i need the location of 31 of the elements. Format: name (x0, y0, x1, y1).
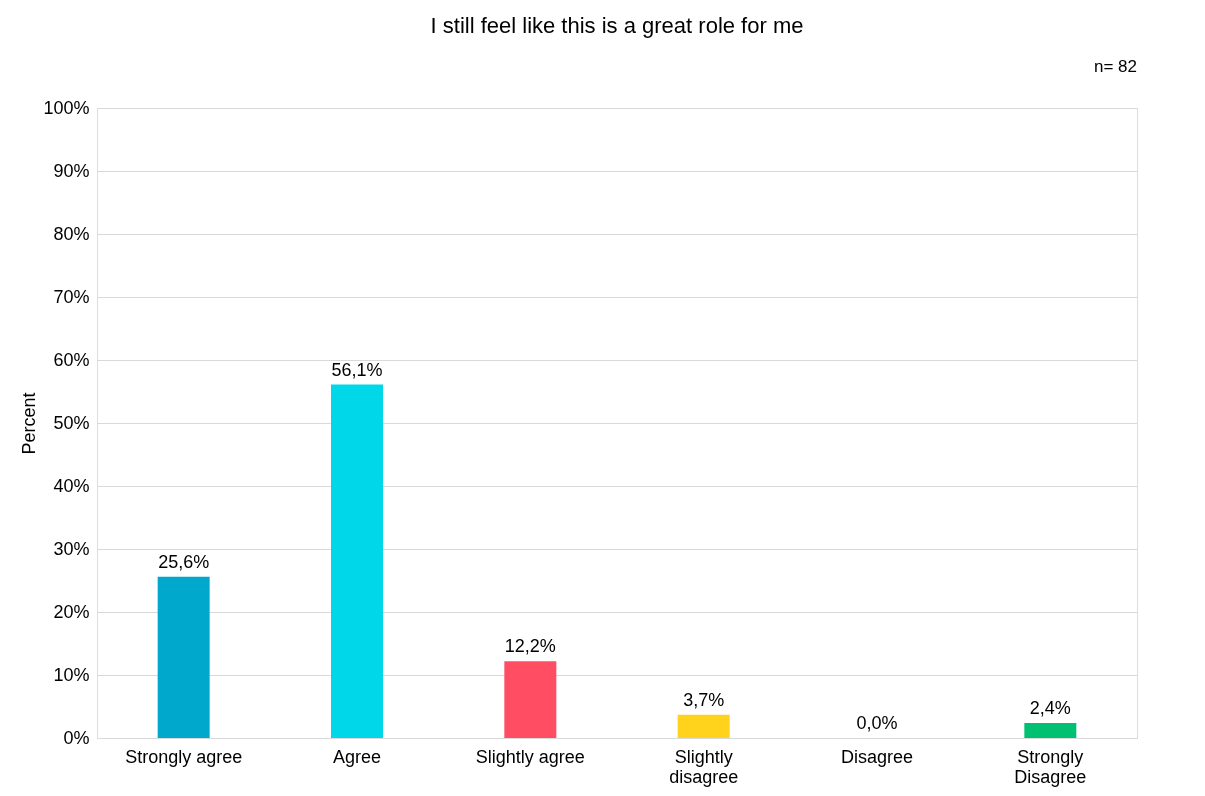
y-tick-label: 90% (53, 160, 90, 181)
y-axis-title: Percent (19, 392, 40, 455)
bar (331, 384, 383, 738)
data-label: 56,1% (331, 359, 383, 380)
x-tick-label: Slightly disagree (669, 746, 739, 787)
x-tick-label: Slightly agree (475, 746, 585, 767)
chart-title: I still feel like this is a great role for me (430, 13, 804, 38)
y-tick-label: 30% (53, 538, 90, 559)
y-tick-label: 40% (53, 475, 90, 496)
x-tick-label: Strongly agree (125, 746, 243, 767)
bar (677, 714, 730, 738)
y-tick-label: 60% (53, 349, 90, 370)
x-tick-label: Agree (332, 746, 382, 767)
y-tick-label: 0% (63, 727, 90, 748)
data-label: 12,2% (504, 636, 556, 657)
bar (157, 576, 210, 738)
text: n= 82 (1093, 57, 1137, 76)
bar (504, 661, 557, 738)
x-tick-label: Disagree (840, 746, 914, 767)
data-label: 3,7% (683, 689, 725, 710)
data-label: 2,4% (1029, 697, 1071, 718)
y-tick-label: 50% (53, 412, 90, 433)
y-tick-label: 70% (53, 286, 90, 307)
y-tick-label: 20% (53, 601, 90, 622)
y-tick-label: 100% (43, 97, 90, 118)
y-tick-label: 10% (53, 664, 90, 685)
y-tick-label: 80% (53, 223, 90, 244)
data-label: 25,6% (158, 551, 210, 572)
bar (1024, 722, 1077, 738)
x-tick-label: Strongly Disagree (1014, 746, 1087, 787)
data-label: 0,0% (856, 713, 898, 733)
